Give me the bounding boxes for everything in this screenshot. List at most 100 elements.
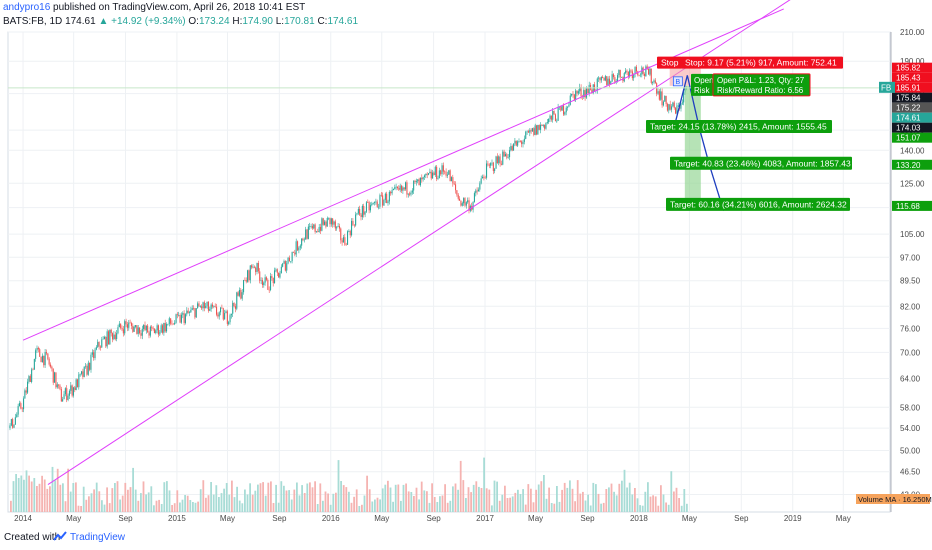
volume-bar (238, 500, 241, 512)
target-box[interactable] (666, 197, 850, 211)
entry-marker[interactable] (672, 76, 683, 87)
candle (211, 304, 213, 307)
candle (472, 201, 474, 210)
candle (63, 394, 65, 400)
tradingview-brand[interactable]: TradingView (70, 532, 126, 543)
target-box[interactable] (646, 120, 832, 134)
ohlc-high-label: H: (232, 16, 243, 27)
candle (182, 313, 184, 315)
candle (584, 90, 586, 98)
volume-bar (340, 481, 342, 512)
price-chart[interactable]: 2014 May Sep 2015 May Sep 2016 May Sep 2017 May Sep… (0, 0, 932, 526)
plot-area[interactable] (7, 31, 891, 513)
candle (341, 240, 343, 243)
candle (193, 308, 195, 309)
volume-bar (392, 501, 394, 512)
volume-bar (602, 502, 605, 512)
volume-bar (168, 490, 171, 512)
y-tick-label: 76.00 (900, 324, 921, 333)
volume-bar (485, 488, 488, 512)
volume-bar (194, 502, 197, 512)
candle (683, 92, 685, 103)
candle (78, 374, 80, 388)
stop-box[interactable] (681, 56, 843, 69)
price-tag (892, 92, 932, 103)
candle (55, 372, 57, 388)
candle (236, 292, 238, 309)
volume-bar (246, 494, 249, 512)
candle (610, 81, 612, 84)
volume-bar (431, 483, 433, 512)
candle (652, 82, 654, 83)
candle (70, 385, 72, 391)
candle (340, 228, 342, 241)
volume-bar (652, 495, 654, 512)
open-pnl-box[interactable] (712, 73, 811, 97)
price-tag (892, 159, 932, 170)
candle (515, 140, 517, 146)
candle (261, 280, 263, 285)
tradingview-logo-icon (53, 531, 67, 541)
candle (428, 173, 430, 175)
volume-bar (366, 475, 368, 512)
x-tick-label: Sep (272, 514, 287, 523)
candle (660, 91, 662, 100)
volume-bar (371, 501, 374, 512)
candle (473, 193, 475, 202)
volume-bar (77, 505, 80, 512)
candle (68, 390, 70, 396)
candle (232, 302, 234, 314)
channel-upper-line[interactable] (22, 8, 784, 341)
target-box[interactable] (670, 156, 852, 170)
candle (664, 95, 666, 102)
candle (504, 154, 506, 157)
volume-bar (657, 505, 660, 512)
candle (387, 201, 389, 204)
candle (417, 179, 419, 182)
open-short-box[interactable] (691, 73, 713, 96)
volume-bar (36, 486, 38, 512)
candle (333, 221, 335, 225)
volume-bar (251, 494, 254, 512)
candle (152, 327, 154, 330)
candle (396, 186, 398, 189)
volume-bar (43, 479, 46, 512)
x-tick-label: May (682, 514, 697, 523)
author-link[interactable]: andypro16 (3, 2, 51, 13)
candle (457, 194, 459, 199)
candle (290, 261, 292, 262)
candle (681, 102, 683, 104)
volume-bar (309, 482, 311, 512)
volume-bar (153, 505, 155, 512)
candle (13, 424, 15, 428)
candle (598, 77, 600, 79)
candle (407, 193, 409, 195)
volume-bar (556, 486, 558, 512)
candle (526, 131, 528, 132)
candle (97, 341, 99, 348)
candle (225, 311, 227, 314)
candle (305, 229, 307, 240)
volume-bar (72, 483, 75, 512)
candle (95, 347, 97, 350)
candle (31, 369, 33, 382)
volume-bar (543, 475, 545, 512)
volume-bar (199, 489, 202, 512)
candle (143, 324, 145, 329)
volume-bar (233, 497, 236, 512)
stop-tag[interactable] (657, 56, 682, 69)
candle (43, 355, 45, 366)
volume-bar (106, 487, 108, 512)
price-tag (892, 122, 932, 133)
volume-bar (589, 505, 592, 512)
volume-bar (379, 499, 381, 512)
candle (374, 201, 376, 203)
volume-bar (569, 480, 571, 512)
volume-bar (111, 488, 114, 512)
volume-bar (145, 494, 147, 512)
volume-bar (376, 497, 379, 512)
risk-short-text: Risk (694, 86, 711, 95)
volume-bar (673, 491, 675, 512)
candle (521, 141, 523, 145)
candle (105, 337, 107, 347)
